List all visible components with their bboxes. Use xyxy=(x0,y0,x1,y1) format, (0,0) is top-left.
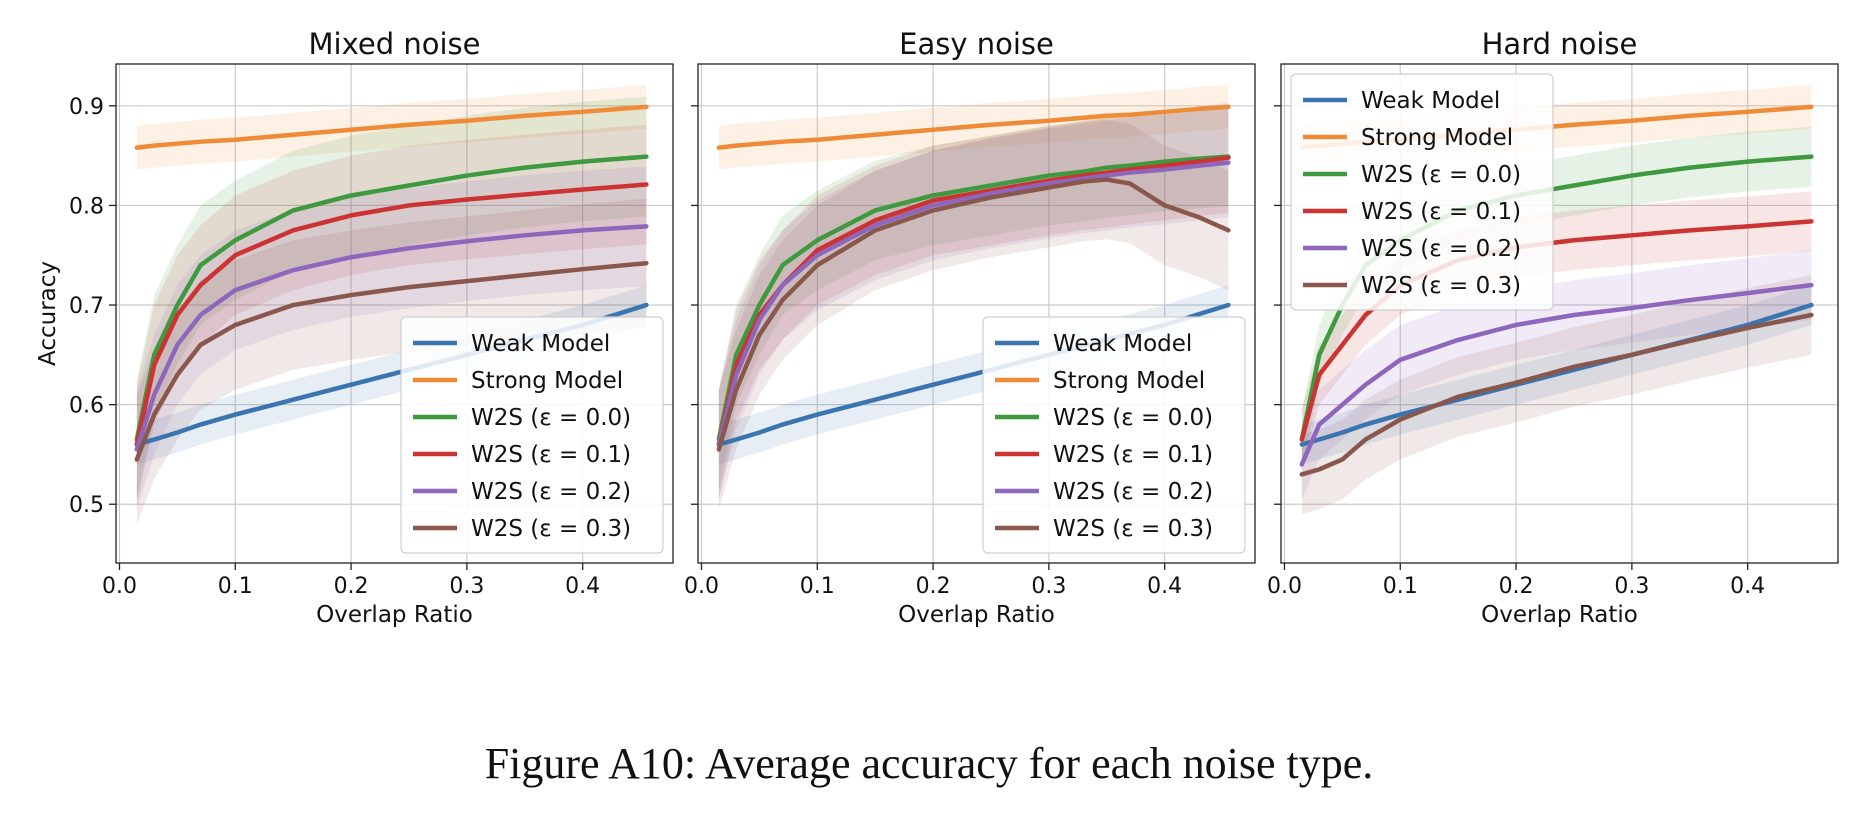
x-tick-label: 0.3 xyxy=(1614,574,1649,599)
legend-label: Weak Model xyxy=(1053,331,1192,357)
series-line xyxy=(1299,282,1814,467)
legend-label: W2S (ε = 0.1) xyxy=(1361,199,1521,225)
series-band xyxy=(1301,275,1812,515)
legend-box xyxy=(982,316,1246,554)
legend-label: W2S (ε = 0.3) xyxy=(1361,273,1521,299)
chart-title: Hard noise xyxy=(1482,27,1638,61)
x-tick-label: 0.1 xyxy=(1383,574,1418,599)
legend-label: Strong Model xyxy=(1361,125,1513,151)
series-band xyxy=(718,106,1229,490)
series-line xyxy=(134,154,649,442)
legend-box xyxy=(1290,73,1554,311)
x-tick-label: 0.2 xyxy=(1499,574,1534,599)
legend-label: Weak Model xyxy=(471,331,610,357)
chart-title: Easy noise xyxy=(899,27,1054,61)
series-band xyxy=(718,119,1229,510)
series-line xyxy=(716,177,1231,452)
y-axis-label: Accuracy xyxy=(35,261,61,366)
series-line xyxy=(1299,312,1814,477)
x-tick-label: 0.0 xyxy=(684,574,719,599)
legend-label: W2S (ε = 0.3) xyxy=(471,516,631,542)
series-line xyxy=(716,154,1231,442)
series-line xyxy=(134,182,649,447)
legend-label: Strong Model xyxy=(1053,368,1205,394)
legend-label: W2S (ε = 0.3) xyxy=(1053,516,1213,542)
series-band xyxy=(136,166,647,510)
legend-label: W2S (ε = 0.0) xyxy=(471,405,631,431)
x-tick-label: 0.3 xyxy=(449,574,484,599)
legend-label: W2S (ε = 0.2) xyxy=(471,479,631,505)
legend: Weak Model Strong Model W2S (ε = 0.0) W2S (… xyxy=(400,316,664,554)
x-tick-label: 0.2 xyxy=(334,574,369,599)
legend: Weak Model Strong Model W2S (ε = 0.0) W2S (… xyxy=(1290,73,1554,311)
chart-panel: 0.0 0.1 0.2 0.3 0.4 Hard noise Overlap Ratio We… xyxy=(1267,27,1839,628)
legend-label: W2S (ε = 0.0) xyxy=(1361,162,1521,188)
y-tick-label: 0.6 xyxy=(69,394,104,419)
figure-caption: Figure A10: Average accuracy for each no… xyxy=(484,739,1374,788)
y-tick-label: 0.5 xyxy=(69,493,104,518)
x-tick-label: 0.4 xyxy=(565,574,600,599)
x-tick-label: 0.1 xyxy=(800,574,835,599)
plot-frame xyxy=(1280,63,1839,564)
series-band xyxy=(136,96,647,500)
legend-box xyxy=(400,316,664,554)
series-band xyxy=(718,107,1229,500)
y-tick-label: 0.9 xyxy=(69,95,104,120)
legend-label: W2S (ε = 0.2) xyxy=(1053,479,1213,505)
x-tick-label: 0.0 xyxy=(1267,574,1302,599)
plot-frame xyxy=(697,63,1256,564)
x-tick-label: 0.2 xyxy=(916,574,951,599)
plot-frame xyxy=(115,63,674,564)
chart-title: Mixed noise xyxy=(309,27,481,61)
chart-panel: 0.0 0.1 0.2 0.3 0.4 Easy noise Overlap Ratio We… xyxy=(684,27,1256,628)
series-line xyxy=(716,160,1231,447)
legend-label: Strong Model xyxy=(471,368,623,394)
series-band xyxy=(1301,250,1812,500)
y-tick-label: 0.8 xyxy=(69,194,104,219)
x-tick-label: 0.4 xyxy=(1147,574,1182,599)
series-line xyxy=(134,104,649,150)
legend-label: Weak Model xyxy=(1361,88,1500,114)
x-axis-label: Overlap Ratio xyxy=(1481,602,1638,628)
y-tick-label: 0.7 xyxy=(69,294,104,319)
series-band xyxy=(718,102,1229,500)
x-axis-label: Overlap Ratio xyxy=(316,602,473,628)
legend: Weak Model Strong Model W2S (ε = 0.0) W2S (… xyxy=(982,316,1246,554)
series-band xyxy=(136,124,647,505)
chart-panel: 0.0 0.1 0.2 0.3 0.4 0.5 0.6 0.7 0.8 0.9 Mixed nois… xyxy=(35,27,674,628)
x-axis-label: Overlap Ratio xyxy=(898,602,1055,628)
legend-label: W2S (ε = 0.2) xyxy=(1361,236,1521,262)
x-tick-label: 0.3 xyxy=(1031,574,1066,599)
series-line xyxy=(716,104,1231,150)
x-tick-label: 0.4 xyxy=(1730,574,1765,599)
series-line xyxy=(134,224,649,452)
legend-label: W2S (ε = 0.1) xyxy=(471,442,631,468)
x-tick-label: 0.0 xyxy=(102,574,137,599)
x-tick-label: 0.1 xyxy=(218,574,253,599)
legend-label: W2S (ε = 0.1) xyxy=(1053,442,1213,468)
series-line xyxy=(134,260,649,462)
legend-label: W2S (ε = 0.0) xyxy=(1053,405,1213,431)
